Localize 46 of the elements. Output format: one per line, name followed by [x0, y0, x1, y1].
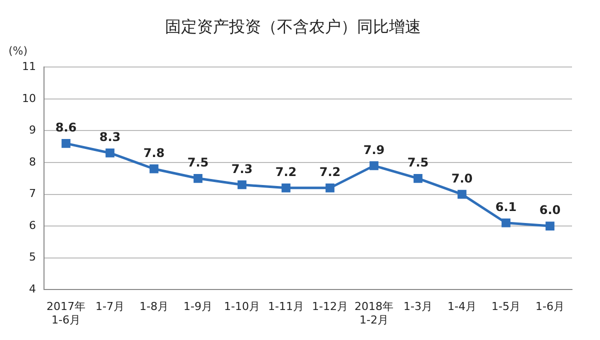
- point: [282, 184, 290, 192]
- y-tick-label: 6: [28, 218, 36, 232]
- x-tick-label: 1-11月: [268, 300, 304, 314]
- point: [502, 218, 510, 228]
- y-tick-label: 5: [28, 250, 36, 264]
- text: 6.1: [495, 200, 517, 214]
- point: [458, 190, 466, 199]
- text: 7.2: [319, 165, 341, 180]
- x-tick-label: 1-9月: [184, 300, 212, 314]
- y-tick-label: 10: [22, 92, 36, 105]
- chart-title: 固定资产投资（不含农户）同比增速: [165, 16, 421, 36]
- y-axis-title: (%): [8, 44, 28, 58]
- text: 8.3: [99, 130, 121, 144]
- point: [238, 180, 246, 190]
- point: [546, 222, 554, 230]
- x-tick-label: 1-10月: [224, 300, 260, 314]
- point: [194, 174, 202, 183]
- text: 7.5: [187, 156, 209, 170]
- point: [150, 164, 158, 174]
- x-tick-label: 1-7月: [96, 300, 124, 314]
- x-tick-label: 1-12月: [312, 300, 348, 314]
- text: 8.6: [55, 120, 77, 135]
- x-tick-label: 1-6月: [536, 300, 564, 314]
- x-tick-label: 1-3月: [404, 300, 432, 314]
- x-tick-label: 2017年 1-6月: [46, 300, 86, 326]
- text: 7.8: [143, 146, 165, 160]
- y-tick-label: 9: [28, 124, 36, 137]
- x-tick-label: 1-8月: [140, 300, 168, 314]
- point: [414, 174, 422, 183]
- text: 7.0: [451, 171, 473, 186]
- x-tick-label: 2018年 1-2月: [354, 300, 394, 326]
- y-tick-label: 8: [28, 155, 36, 168]
- y-tick-label: 11: [22, 60, 36, 74]
- text: 7.5: [407, 156, 429, 170]
- point: [370, 161, 378, 170]
- point: [62, 139, 70, 148]
- point: [326, 184, 334, 192]
- text: 7.9: [363, 142, 385, 157]
- x-tick-label: 1-4月: [448, 300, 476, 314]
- x-tick-label: 1-5月: [492, 300, 520, 314]
- y-tick-label: 7: [28, 187, 36, 200]
- text: 7.2: [275, 165, 297, 180]
- point: [106, 148, 114, 158]
- text: 7.3: [231, 162, 253, 176]
- text: 6.0: [539, 203, 561, 218]
- y-tick-label: 4: [28, 282, 36, 296]
